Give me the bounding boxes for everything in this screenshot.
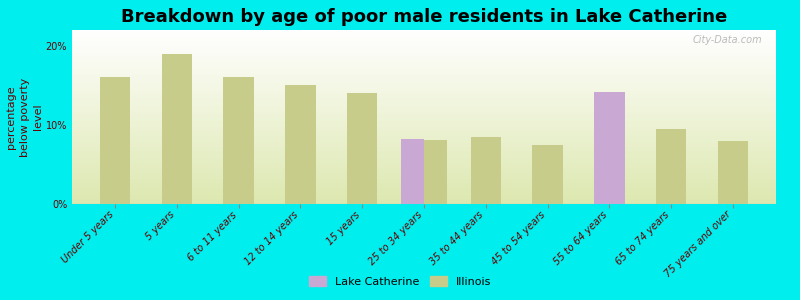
Bar — [401, 139, 424, 204]
Text: City-Data.com: City-Data.com — [692, 35, 762, 45]
Bar — [594, 92, 625, 204]
Bar — [532, 145, 562, 204]
Bar — [347, 93, 378, 204]
Y-axis label: percentage
below poverty
level: percentage below poverty level — [6, 77, 43, 157]
Bar — [656, 129, 686, 204]
Bar — [162, 54, 192, 204]
Title: Breakdown by age of poor male residents in Lake Catherine: Breakdown by age of poor male residents … — [121, 8, 727, 26]
Bar — [718, 141, 748, 204]
Bar — [424, 140, 447, 204]
Bar — [286, 85, 316, 204]
Bar — [470, 137, 501, 204]
Legend: Lake Catherine, Illinois: Lake Catherine, Illinois — [305, 272, 495, 291]
Bar — [100, 77, 130, 204]
Bar — [223, 77, 254, 204]
